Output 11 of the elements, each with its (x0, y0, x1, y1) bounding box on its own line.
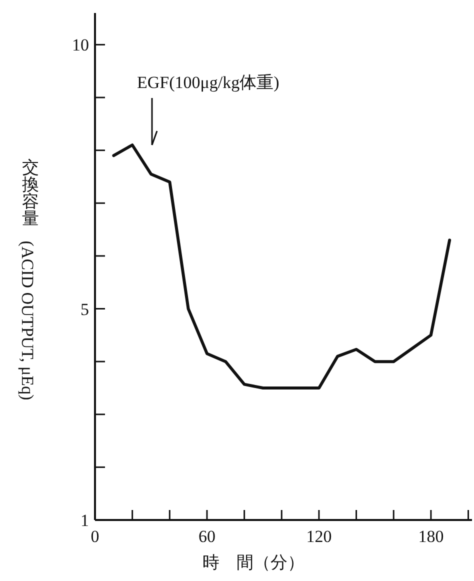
x-tick-label: 180 (418, 527, 444, 546)
y-axis-title: 交換容量(ACID OUTPUT, μEq) (18, 158, 39, 400)
x-tick-label: 0 (90, 527, 100, 546)
line-series (112, 144, 452, 390)
y-tick-label: 5 (80, 300, 89, 319)
y-tick-label: 1 (80, 511, 89, 530)
x-tick-label: 120 (306, 527, 332, 546)
y-tick-label: 10 (72, 36, 89, 55)
x-axis-title: 時 間（分） (202, 553, 304, 572)
annotation: EGF(100μg/kg体重) (137, 73, 280, 92)
x-tick-label: 60 (198, 527, 216, 546)
